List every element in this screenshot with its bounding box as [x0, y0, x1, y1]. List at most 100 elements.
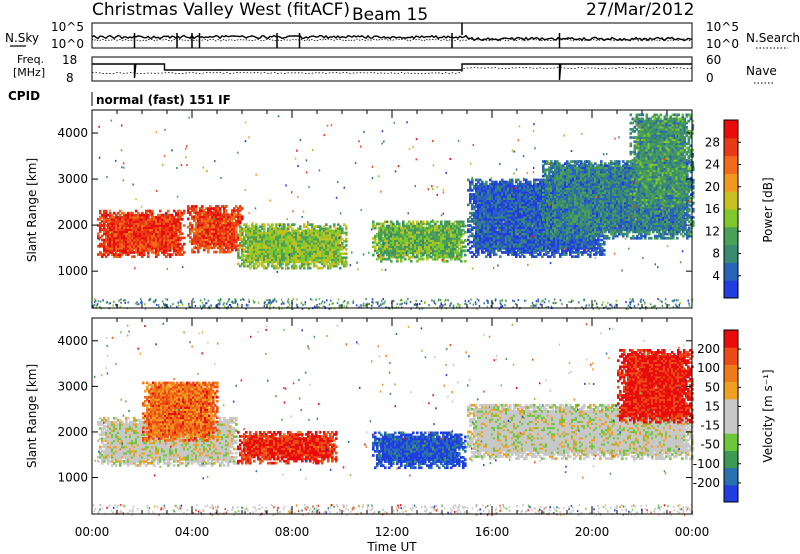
cell	[551, 249, 554, 252]
cell	[321, 244, 324, 247]
cell	[255, 250, 258, 253]
cell	[533, 251, 536, 254]
cell	[426, 245, 429, 249]
cell	[481, 182, 484, 186]
cell	[153, 220, 156, 223]
cell	[223, 227, 226, 231]
cell	[265, 241, 268, 245]
cell	[432, 241, 435, 244]
cell	[239, 246, 242, 249]
cell	[273, 239, 276, 243]
cell	[301, 235, 304, 239]
cell	[406, 239, 409, 242]
cell	[418, 247, 421, 251]
cell	[414, 251, 417, 255]
cell	[199, 215, 202, 219]
cell	[491, 220, 494, 223]
cell	[223, 250, 226, 254]
cell	[297, 231, 300, 235]
cell	[563, 251, 566, 254]
cell	[523, 211, 526, 215]
cell	[229, 225, 232, 229]
cell	[493, 251, 496, 254]
cell	[293, 237, 296, 241]
cell	[495, 244, 498, 248]
cell	[241, 246, 244, 249]
freq-frame	[91, 56, 693, 82]
cell	[392, 253, 395, 257]
cell	[159, 220, 162, 223]
cell	[143, 242, 146, 246]
cell	[99, 242, 102, 246]
cell	[161, 249, 164, 252]
cell	[239, 244, 242, 248]
cell	[117, 211, 120, 215]
cell	[416, 239, 419, 242]
cell	[475, 247, 478, 250]
cell	[213, 207, 216, 210]
cell	[201, 205, 204, 208]
cell	[223, 244, 226, 248]
cell	[237, 236, 240, 239]
cell	[430, 249, 433, 253]
cell	[475, 222, 478, 225]
cell	[341, 237, 344, 241]
cell	[303, 244, 306, 247]
cell	[325, 231, 328, 235]
cell	[225, 227, 228, 231]
cell	[539, 189, 542, 192]
cell	[567, 247, 570, 250]
cell	[515, 191, 518, 194]
cell	[519, 180, 522, 184]
cell	[257, 233, 260, 237]
cell	[513, 242, 516, 246]
cell	[139, 230, 142, 234]
cell	[561, 253, 564, 256]
cell	[117, 249, 120, 252]
cell	[237, 217, 240, 221]
cell	[541, 230, 544, 234]
cell	[513, 238, 516, 242]
cell	[135, 230, 138, 234]
cell	[235, 219, 238, 223]
cell	[257, 246, 260, 249]
cell	[171, 242, 174, 246]
cell	[420, 241, 423, 244]
cpid-value: normal (fast) 151 IF	[96, 93, 231, 107]
cell	[523, 242, 526, 246]
cell	[291, 223, 294, 226]
cell	[477, 193, 480, 196]
cell	[489, 213, 492, 217]
cell	[533, 193, 536, 196]
cell	[329, 262, 332, 266]
cell	[329, 250, 332, 253]
cell	[543, 230, 546, 234]
cell	[553, 249, 556, 252]
cell	[442, 224, 445, 228]
cell	[249, 250, 252, 253]
cell	[519, 244, 522, 248]
cell	[479, 240, 482, 244]
cell	[145, 220, 148, 223]
cell	[251, 248, 254, 251]
cell	[378, 226, 381, 230]
cell	[442, 226, 445, 230]
cell	[189, 211, 192, 214]
cell	[456, 222, 459, 226]
cell	[448, 255, 451, 259]
cell	[143, 232, 146, 236]
cell	[317, 254, 320, 258]
cell	[390, 239, 393, 242]
cell	[211, 211, 214, 214]
cell	[229, 234, 232, 237]
cell	[107, 244, 110, 248]
cell	[183, 211, 186, 215]
cell	[191, 217, 194, 221]
cell	[193, 238, 196, 241]
cell	[299, 241, 302, 245]
cell	[386, 249, 389, 253]
cell	[111, 240, 114, 244]
cell	[473, 201, 476, 205]
cell	[553, 253, 556, 256]
cell	[209, 211, 212, 214]
